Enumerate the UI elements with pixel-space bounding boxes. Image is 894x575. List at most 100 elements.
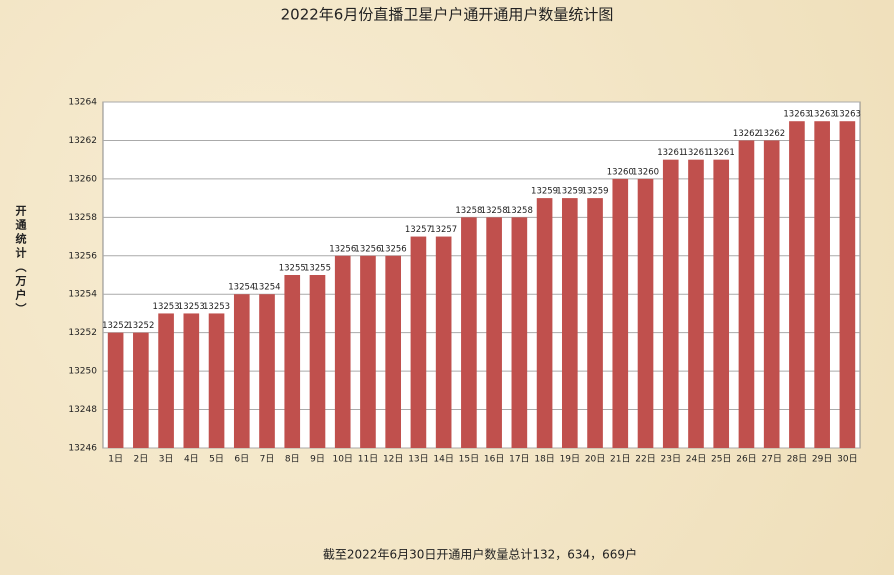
x-tick-label: 16日	[484, 454, 504, 465]
data-label: 13252	[102, 321, 129, 331]
data-label: 13256	[354, 244, 381, 254]
bar	[360, 255, 376, 448]
bar	[688, 159, 704, 448]
bar	[133, 332, 149, 448]
data-label: 13263	[783, 110, 810, 120]
x-tick-label: 13日	[408, 454, 428, 465]
bar	[738, 140, 755, 448]
bar	[561, 198, 578, 448]
bar	[486, 217, 502, 448]
bar	[107, 332, 124, 448]
x-tick-label: 8日	[285, 454, 300, 465]
data-label: 13255	[304, 264, 331, 274]
data-label: 13262	[758, 129, 785, 139]
bar	[461, 217, 477, 448]
chart-title: 2022年6月份直播卫星户户通开通用户数量统计图	[281, 6, 614, 24]
y-tick-label: 13254	[68, 290, 97, 300]
data-label: 13258	[455, 206, 482, 216]
data-label: 13260	[607, 167, 634, 177]
x-tick-label: 3日	[159, 454, 174, 465]
x-tick-label: 28日	[787, 454, 807, 465]
bar	[183, 313, 200, 448]
data-label: 13253	[203, 302, 230, 312]
y-tick-label: 13252	[68, 328, 97, 338]
x-tick-label: 4日	[184, 454, 199, 465]
x-tick-label: 2日	[133, 454, 148, 465]
bar	[410, 236, 427, 448]
bar	[309, 275, 326, 448]
x-tick-label: 6日	[234, 454, 249, 465]
bar	[763, 140, 780, 448]
x-tick-label: 30日	[837, 454, 857, 465]
bar	[814, 121, 830, 448]
y-tick-label: 13262	[68, 136, 97, 146]
x-tick-label: 14日	[433, 454, 453, 465]
x-tick-label: 21日	[610, 454, 630, 465]
x-tick-label: 11日	[358, 454, 378, 465]
x-tick-label: 15日	[459, 454, 479, 465]
x-tick-label: 10日	[332, 454, 352, 465]
bar	[208, 313, 225, 448]
x-tick-label: 5日	[209, 454, 224, 465]
x-tick-label: 23日	[661, 454, 681, 465]
y-tick-label: 13246	[68, 444, 97, 454]
bar	[839, 121, 856, 448]
y-tick-label: 13250	[68, 367, 97, 377]
data-label: 13261	[682, 148, 709, 158]
x-tick-label: 29日	[812, 454, 832, 465]
data-label: 13253	[178, 302, 205, 312]
x-tick-label: 20日	[585, 454, 605, 465]
bar	[158, 313, 174, 448]
plot-area	[102, 101, 861, 449]
data-label: 13255	[279, 264, 306, 274]
x-tick-label: 9日	[310, 454, 325, 465]
x-tick-label: 18日	[534, 454, 554, 465]
x-tick-label: 7日	[260, 454, 275, 465]
bar	[385, 255, 402, 448]
x-tick-label: 22日	[635, 454, 655, 465]
note: 截至2022年6月30日开通用户数量总计132，634，669户	[323, 547, 637, 562]
data-label: 13257	[405, 225, 432, 235]
data-label: 13259	[531, 187, 558, 197]
data-label: 13262	[733, 129, 760, 139]
data-label: 13263	[834, 110, 861, 120]
data-label: 13256	[329, 244, 356, 254]
y-tick-label: 13260	[68, 174, 97, 184]
x-tick-label: 25日	[711, 454, 731, 465]
x-tick-label: 27日	[761, 454, 781, 465]
data-label: 13258	[506, 206, 533, 216]
bar	[334, 255, 351, 448]
bar	[713, 159, 730, 448]
data-label: 13263	[809, 110, 836, 120]
data-label: 13258	[481, 206, 508, 216]
x-tick-label: 19日	[560, 454, 580, 465]
data-label: 13261	[657, 148, 684, 158]
bar	[233, 294, 250, 448]
y-tick-label: 13248	[68, 405, 97, 415]
data-label: 13254	[228, 283, 255, 293]
y-tick-label: 13256	[68, 251, 97, 261]
data-label: 13252	[127, 321, 154, 331]
y-axis-label: 开通统计（万户）	[14, 205, 27, 317]
data-label: 13261	[708, 148, 735, 158]
x-tick-label: 26日	[736, 454, 756, 465]
bar	[284, 275, 301, 448]
data-label: 13257	[430, 225, 457, 235]
bar	[511, 217, 528, 448]
bar	[612, 178, 629, 448]
data-label: 13253	[153, 302, 180, 312]
x-tick-label: 12日	[383, 454, 403, 465]
y-tick-label: 13258	[68, 213, 97, 223]
data-label: 13260	[632, 167, 659, 177]
bar	[259, 294, 275, 448]
x-tick-label: 24日	[686, 454, 706, 465]
data-label: 13254	[253, 283, 280, 293]
bar	[662, 159, 679, 448]
y-tick-label: 13264	[68, 98, 97, 108]
bar	[587, 198, 603, 448]
data-label: 13256	[380, 244, 407, 254]
bar	[637, 178, 654, 448]
